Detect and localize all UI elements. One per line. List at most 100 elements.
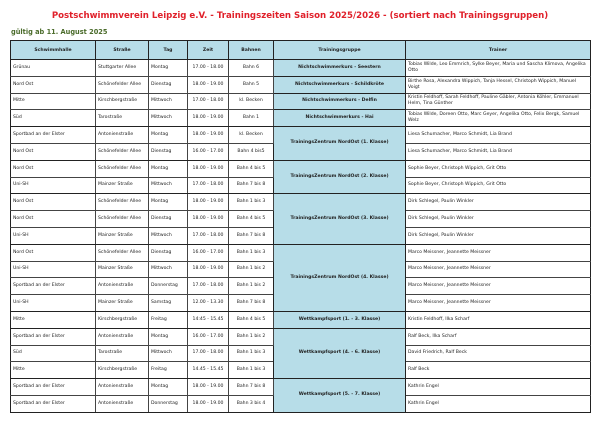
table-row: Sportbad an der Elster Antonienstraße Donn… [10, 394, 591, 413]
tag-cell: Dienstag [148, 75, 188, 94]
strasse-cell: Schönefelder Allee [95, 142, 149, 161]
bahnen-cell: Bahn 4 bis 5 [228, 310, 274, 329]
trainer-cell: Dirk Schlegel, Paulin Winkler [405, 193, 591, 212]
trainer-cell: Kathrin Engel [405, 394, 591, 413]
table-row: Nord Ost Schönefelder Allee Montag 18.00 - … [10, 193, 591, 245]
schedule-table: Schwimmhalle Straße Tag Zeit Bahnen Trainings… [10, 40, 591, 413]
schwimmhalle-cell: Sportbad an der Elster [10, 378, 96, 396]
strasse-cell: Schönefelder Allee [95, 75, 149, 94]
strasse-cell: Tarostraße [95, 109, 149, 128]
trainer-cell: Ralf Beck [405, 361, 591, 380]
trainer-cell: Marco Meissner, Jeannette Meissner [405, 260, 591, 279]
tag-cell: Montag [148, 193, 188, 212]
trainer-cell: Marco Meissner, Jeannette Meissner [405, 277, 591, 296]
page-title: Postschwimmverein Leipzig e.V. - Trainin… [51, 11, 549, 21]
header-row: Schwimmhalle Straße Tag Zeit Bahnen Trainings… [10, 40, 591, 60]
strasse-cell: Schönefelder Allee [95, 243, 149, 262]
zeit-cell: 14:45 - 15.45 [187, 310, 229, 329]
schwimmhalle-cell: Sportbad an der Elster [10, 394, 96, 413]
schwimmhalle-cell: Uni-SH [10, 176, 96, 195]
trainer-cell: Birthe Rosa, Alexandra Wippich, Tanja He… [405, 75, 591, 94]
trainingsgruppe-cell: TrainingsZentrum NordOst (1. Klasse) [273, 126, 406, 161]
strasse-cell: Kirschbergstraße [95, 361, 149, 380]
tag-cell: Mittwoch [148, 260, 188, 279]
strasse-cell: Mainzer Straße [95, 226, 149, 245]
table-row: Sportbad an der Elster Antonienstraße Donn… [10, 277, 591, 296]
column-header: Trainer [405, 40, 591, 60]
tag-cell: Mittwoch [148, 344, 188, 363]
trainingsgruppe-cell: Wettkampfsport (5. - 7. Klasse) [273, 378, 406, 413]
trainingsgruppe-cell: Wettkampfsport (4. - 6. Klasse) [273, 327, 406, 380]
bahnen-cell: Bahn 1 bis 2 [228, 260, 274, 279]
tag-cell: Donnerstag [148, 394, 188, 413]
strasse-cell: Antonienstraße [95, 126, 149, 144]
trainer-cell: Ralf Beck, Ilka Scharf [405, 327, 591, 346]
trainer-cell: Kristin Feldhoff, Ilka Scharf [405, 310, 591, 329]
schwimmhalle-cell: Sportbad an der Elster [10, 277, 96, 296]
bahnen-cell: Bahn 1 bis 3 [228, 361, 274, 380]
tag-cell: Montag [148, 378, 188, 396]
trainer-cell: Dirk Schlegel, Paulin Winkler [405, 210, 591, 228]
bahnen-cell: Bahn 1 bis 2 [228, 327, 274, 346]
bahnen-cell: Bahn 1 bis 3 [228, 193, 274, 212]
tag-cell: Samstag [148, 294, 188, 312]
bahnen-cell: Bahn 4 bis 5 [228, 210, 274, 228]
schwimmhalle-cell: Uni-SH [10, 260, 96, 279]
schwimmhalle-cell: Grünau [10, 59, 96, 77]
bahnen-cell: kl. Becken [228, 126, 274, 144]
bahnen-cell: Bahn 7 bis 8 [228, 378, 274, 396]
zeit-cell: 18.00 - 19.00 [187, 75, 229, 94]
trainer-cell: Dirk Schlegel, Paulin Winkler [405, 226, 591, 245]
trainingsgruppe-cell: Nichtschwimmerkurs - Schildkröte [273, 75, 406, 94]
trainer-cell: Sophie Beyer, Christoph Wippich, Grit Ot… [405, 159, 591, 178]
zeit-cell: 18.00 - 19.00 [187, 260, 229, 279]
strasse-cell: Schönefelder Allee [95, 159, 149, 178]
tag-cell: Montag [148, 159, 188, 178]
trainer-cell: Tobias Wilde, Doreen Otto, Marc Geyer, A… [405, 109, 591, 128]
trainingsgruppe-cell: TrainingsZentrum NordOst (2. Klasse) [273, 159, 406, 195]
bahnen-cell: Bahn 1 bis 2 [228, 277, 274, 296]
zeit-cell: 18.00 - 19.00 [187, 109, 229, 128]
schwimmhalle-cell: Nord Ost [10, 75, 96, 94]
schwimmhalle-cell: Mitte [10, 92, 96, 111]
zeit-cell: 16.00 - 17.00 [187, 142, 229, 161]
zeit-cell: 18.00 - 19.00 [187, 126, 229, 144]
zeit-cell: 17.00 - 18.00 [187, 226, 229, 245]
column-header: Zeit [187, 40, 229, 60]
bahnen-cell: Bahn 1 bis 3 [228, 344, 274, 363]
zeit-cell: 16.00 - 17.00 [187, 243, 229, 262]
schwimmhalle-cell: Nord Ost [10, 159, 96, 178]
table-row: Nord Ost Schönefelder Allee Dienstag 18.00 … [10, 75, 591, 94]
table-row: Mitte Kirschbergstraße Mittwoch 17.00 - 18.… [10, 92, 591, 111]
schwimmhalle-cell: Uni-SH [10, 226, 96, 245]
table-row: Sportbad an der Elster Antonienstraße Mont… [10, 126, 591, 161]
bahnen-cell: Bahn 5 [228, 75, 274, 94]
strasse-cell: Stuttgarter Allee [95, 59, 149, 77]
zeit-cell: 12.00 - 13.30 [187, 294, 229, 312]
tag-cell: Mittwoch [148, 226, 188, 245]
zeit-cell: 17.00 - 18.00 [187, 277, 229, 296]
zeit-cell: 17.00 - 18.00 [187, 176, 229, 195]
zeit-cell: 16.00 - 17.00 [187, 327, 229, 346]
tag-cell: Montag [148, 126, 188, 144]
strasse-cell: Antonienstraße [95, 378, 149, 396]
zeit-cell: 18.00 - 19.00 [187, 394, 229, 413]
table-row: Nord Ost Schönefelder Allee Dienstag 16.00 … [10, 243, 591, 312]
trainer-cell: Tobias Wilde, Leo Emmrich, Sylke Beyer, … [405, 59, 591, 77]
strasse-cell: Mainzer Straße [95, 294, 149, 312]
strasse-cell: Kirschbergstraße [95, 310, 149, 329]
strasse-cell: Antonienstraße [95, 327, 149, 346]
tag-cell: Donnerstag [148, 277, 188, 296]
table-row: Uni-SH Mainzer Straße Mittwoch 17.00 - 18.0… [10, 226, 591, 245]
tag-cell: Mittwoch [148, 109, 188, 128]
table-row: Sportbad an der Elster Antonienstraße Mont… [10, 378, 591, 413]
trainingsgruppe-cell: Nichtschwimmerkurs - Seestern [273, 59, 406, 77]
tag-cell: Freitag [148, 361, 188, 380]
validity-date: gültig ab 11. August 2025 [11, 28, 108, 36]
column-header: Bahnen [228, 40, 274, 60]
schwimmhalle-cell: Sportbad an der Elster [10, 126, 96, 144]
bahnen-cell: Bahn 7 bis 8 [228, 226, 274, 245]
table-body: Grünau Stuttgarter Allee Montag 17.00 - 18.… [10, 59, 591, 413]
tag-cell: Mittwoch [148, 92, 188, 111]
tag-cell: Dienstag [148, 142, 188, 161]
